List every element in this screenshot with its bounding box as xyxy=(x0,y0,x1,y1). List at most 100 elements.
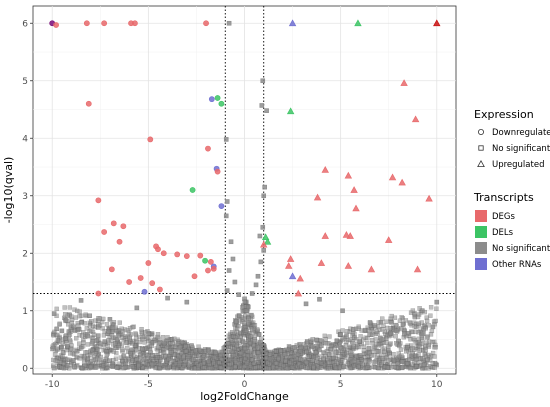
legend-shape-triangle xyxy=(477,159,485,168)
point-background xyxy=(177,362,182,368)
point-background xyxy=(171,366,176,371)
point-no-significant xyxy=(165,295,170,301)
legend-swatch xyxy=(475,210,487,222)
point-background xyxy=(310,344,315,349)
point-background xyxy=(138,354,143,360)
point-background xyxy=(84,326,90,331)
point-background xyxy=(281,363,286,368)
point-background xyxy=(424,318,430,324)
point-downregulated xyxy=(145,260,152,266)
point-background xyxy=(52,329,57,335)
point-upregulated xyxy=(413,265,422,273)
point-background xyxy=(413,329,418,334)
point-downregulated xyxy=(218,100,225,107)
point-no-significant xyxy=(421,331,426,337)
point-upregulated xyxy=(388,173,397,181)
point-downregulated xyxy=(147,136,154,143)
point-background xyxy=(94,338,99,344)
point-background xyxy=(95,347,100,352)
x-tick-label: 5 xyxy=(338,380,344,390)
point-background xyxy=(117,320,122,325)
point-background xyxy=(395,361,401,366)
point-background xyxy=(139,329,144,335)
point-background xyxy=(359,357,364,362)
point-background xyxy=(334,349,339,355)
point-background xyxy=(256,350,261,355)
point-background xyxy=(260,362,266,367)
point-background xyxy=(74,336,79,341)
legend-shape-square xyxy=(478,145,484,151)
point-upregulated xyxy=(296,274,304,282)
legend-shape-circle xyxy=(477,128,484,135)
point-background xyxy=(417,306,422,311)
point-downregulated xyxy=(210,265,217,272)
point-background xyxy=(233,318,239,324)
point-background xyxy=(244,308,250,313)
point-background xyxy=(338,354,343,359)
point-background xyxy=(397,318,403,323)
point-background xyxy=(116,343,121,348)
point-background xyxy=(357,339,362,344)
point-background xyxy=(338,332,343,337)
point-downregulated xyxy=(203,20,209,27)
point-background xyxy=(407,366,413,371)
point-background xyxy=(77,313,82,319)
legend-swatch xyxy=(475,242,487,254)
point-background xyxy=(227,362,232,367)
point-no-significant xyxy=(261,193,267,199)
point-background xyxy=(236,361,242,367)
point-background xyxy=(218,365,224,371)
point-no-significant xyxy=(255,273,261,279)
point-background xyxy=(166,356,171,362)
point-background xyxy=(59,365,65,370)
point-background xyxy=(344,350,349,356)
legend-transcript-item: DEGs xyxy=(475,210,516,222)
point-background xyxy=(310,337,315,342)
point-upregulated xyxy=(367,265,376,273)
legend-expression-item: Upregulated xyxy=(477,159,544,170)
point-no-significant xyxy=(107,317,113,322)
point-background xyxy=(51,365,56,370)
point-background xyxy=(179,339,185,345)
point-downregulated xyxy=(83,20,90,27)
point-background xyxy=(252,336,257,342)
y-tick-label: 6 xyxy=(22,19,28,29)
point-background xyxy=(212,355,217,360)
point-background xyxy=(123,361,128,367)
point-upregulated xyxy=(260,240,268,248)
point-downregulated xyxy=(155,246,161,253)
point-background xyxy=(145,334,151,340)
point-background xyxy=(251,342,256,348)
legend-transcript-item: Other RNAs xyxy=(475,258,542,270)
point-background xyxy=(55,338,61,343)
point-background xyxy=(304,349,309,354)
x-axis-title: log2FoldChange xyxy=(200,390,289,403)
point-no-significant xyxy=(257,233,263,239)
point-background xyxy=(76,326,81,332)
point-background xyxy=(146,330,152,336)
point-background xyxy=(62,305,67,310)
point-background xyxy=(216,360,222,365)
point-background xyxy=(358,334,363,339)
point-upregulated xyxy=(317,259,326,266)
point-background xyxy=(367,351,372,356)
point-background xyxy=(286,347,291,352)
point-background xyxy=(373,359,378,364)
point-background xyxy=(351,358,357,364)
point-background xyxy=(416,352,421,357)
point-background xyxy=(71,323,76,329)
point-background xyxy=(229,330,235,335)
point-no-significant xyxy=(228,239,234,245)
point-background xyxy=(143,361,148,366)
point-background xyxy=(245,353,250,358)
point-background xyxy=(282,352,288,357)
point-background xyxy=(93,357,98,363)
point-background xyxy=(79,365,85,371)
point-background xyxy=(236,323,241,329)
legend-transcripts-title: Transcripts xyxy=(473,191,534,204)
point-no-significant xyxy=(59,328,65,334)
point-background xyxy=(87,323,93,328)
point-background xyxy=(314,337,319,342)
point-background xyxy=(157,340,162,346)
point-no-significant xyxy=(226,268,232,273)
